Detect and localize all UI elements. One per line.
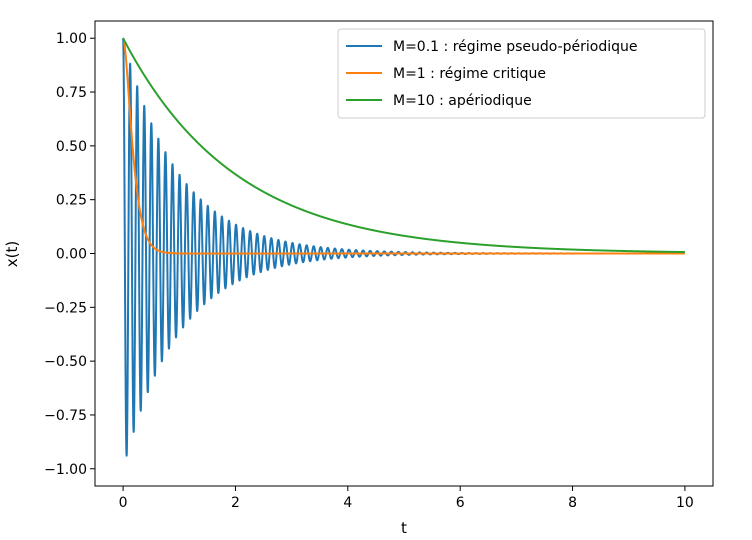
legend-frame <box>337 28 706 119</box>
legend-label: M=1 : régime critique <box>393 66 546 82</box>
series-line-2 <box>122 37 686 255</box>
y-tick-label: −0.25 <box>44 300 87 316</box>
y-axis: 1.00 0.75 0.50 0.25 0.00 −0.25 −0.50 −0.75 −1.00 <box>44 31 95 478</box>
y-tick-label: 0.75 <box>56 85 87 101</box>
x-tick-label: 6 <box>456 495 465 511</box>
y-axis-label: x(t) <box>3 241 21 267</box>
series-line-3 <box>122 37 686 254</box>
x-axis-label: t <box>401 519 407 537</box>
x-tick-label: 0 <box>119 495 128 511</box>
x-tick-label: 10 <box>676 495 694 511</box>
series-layer <box>122 37 686 457</box>
y-tick-label: 0.50 <box>56 139 87 155</box>
x-tick-label: 4 <box>343 495 352 511</box>
x-axis: 0 2 4 6 8 10 <box>119 486 694 511</box>
x-tick-label: 2 <box>231 495 240 511</box>
y-tick-label: −0.50 <box>44 354 87 370</box>
y-tick-label: 1.00 <box>56 31 87 47</box>
legend-label: M=10 : apériodique <box>393 93 532 109</box>
y-tick-label: 0.25 <box>56 193 87 209</box>
x-tick-label: 8 <box>568 495 577 511</box>
y-tick-label: 0.00 <box>56 247 87 263</box>
y-tick-label: −0.75 <box>44 408 87 424</box>
legend: M=0.1 : régime pseudo-périodique M=1 : r… <box>337 28 706 119</box>
legend-label: M=0.1 : régime pseudo-périodique <box>393 39 638 55</box>
y-tick-label: −1.00 <box>44 462 87 478</box>
